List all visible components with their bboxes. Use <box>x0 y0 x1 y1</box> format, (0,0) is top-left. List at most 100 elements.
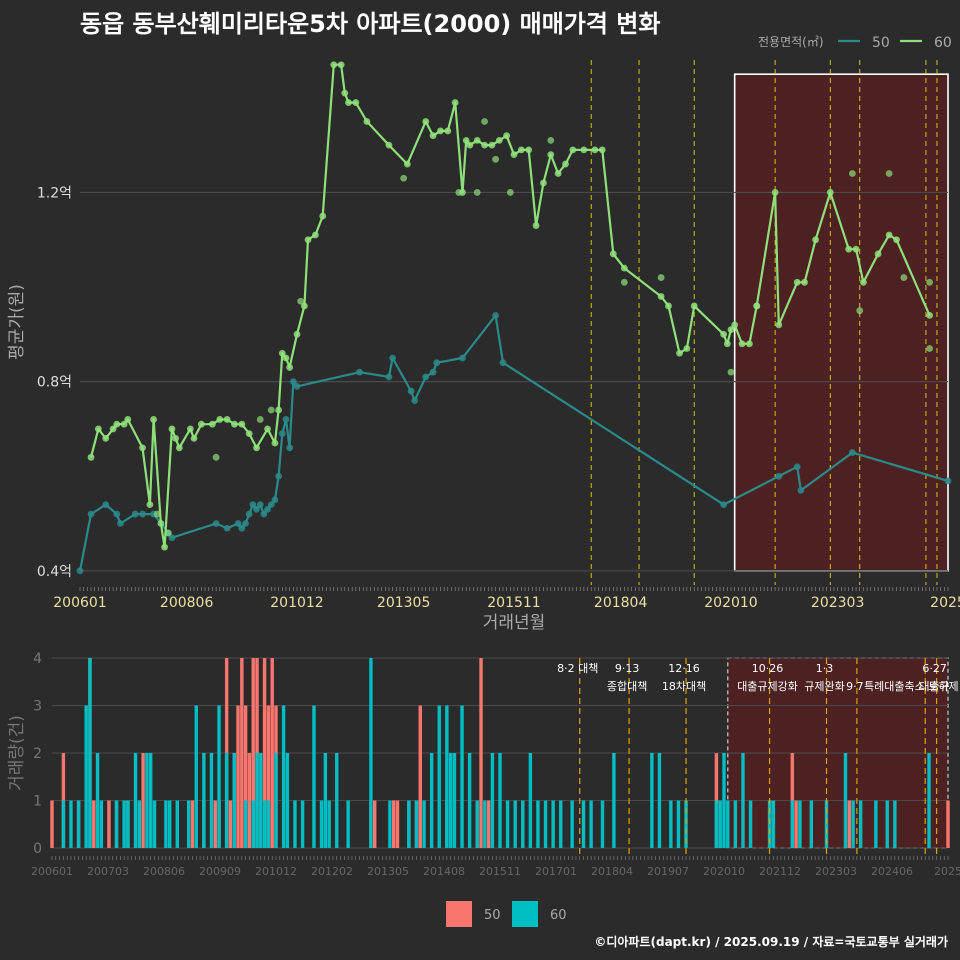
volume-legend-key-60 <box>512 901 538 927</box>
event-annotation: 9·7 <box>846 680 864 693</box>
data-point-60 <box>503 132 511 140</box>
volume-bar-60 <box>122 800 126 848</box>
data-point-60 <box>186 425 194 433</box>
volume-bar-60 <box>281 705 286 848</box>
data-point-50 <box>256 501 264 508</box>
volume-bar-60 <box>824 800 829 848</box>
data-point-50 <box>242 520 249 527</box>
volume-bar-60 <box>76 800 81 848</box>
x-tick-label: 200601 <box>53 595 106 611</box>
volume-bar-50 <box>236 705 240 848</box>
data-point-60 <box>926 312 934 319</box>
data-point-60 <box>727 326 735 333</box>
data-point-60 <box>620 264 628 272</box>
volume-y-tick-label: 1 <box>33 794 42 810</box>
data-point-60 <box>665 302 672 310</box>
volume-bar-60 <box>843 753 848 848</box>
data-point-60 <box>153 510 161 518</box>
data-point-60 <box>683 345 691 352</box>
data-point-50 <box>264 505 271 513</box>
volume-bar-50 <box>418 705 422 848</box>
data-point-60 <box>150 416 157 423</box>
data-point-60 <box>113 420 121 428</box>
data-point-60 <box>311 231 319 239</box>
data-point-50 <box>793 463 801 471</box>
data-point-60 <box>926 345 934 352</box>
volume-x-tick-label: 201012 <box>255 865 297 878</box>
event-annotation: 10·26 <box>752 662 784 675</box>
volume-bar-60 <box>498 753 502 848</box>
data-point-60 <box>120 420 128 428</box>
data-point-60 <box>547 151 555 158</box>
data-point-60 <box>422 118 430 125</box>
data-point-50 <box>260 510 268 518</box>
volume-bar-60 <box>521 800 525 848</box>
volume-x-tick-label: 201907 <box>647 865 689 878</box>
volume-bar-50 <box>247 753 252 848</box>
volume-bar-60 <box>152 800 157 848</box>
volume-bar-60 <box>885 800 889 848</box>
volume-x-tick-label: 200703 <box>87 865 129 878</box>
event-annotation: 대출규제강화 <box>737 680 798 693</box>
data-point-60 <box>893 236 900 244</box>
data-point-50 <box>944 477 952 485</box>
data-point-60 <box>874 250 882 258</box>
data-point-50 <box>429 368 437 376</box>
event-annotation: 종합대책 <box>607 680 647 693</box>
volume-bar-50 <box>228 800 233 848</box>
volume-bar-60 <box>232 753 236 848</box>
data-point-60 <box>190 434 198 442</box>
x-axis-title: 거래년월 <box>483 613 546 633</box>
data-point-60 <box>102 434 110 442</box>
data-point-50 <box>293 382 301 390</box>
volume-bar-60 <box>251 800 255 848</box>
volume-bar-60 <box>798 800 802 848</box>
volume-bar-60 <box>684 800 688 848</box>
volume-bar-50 <box>391 800 396 848</box>
data-point-60 <box>609 250 617 258</box>
data-point-50 <box>422 373 430 381</box>
volume-bar-60 <box>95 753 100 848</box>
volume-bar-50 <box>240 658 244 848</box>
y-tick-label: 1.2억 <box>37 185 72 201</box>
y-tick-label: 0.8억 <box>37 375 72 391</box>
data-point-60 <box>451 99 459 106</box>
volume-bar-50 <box>243 705 248 848</box>
volume-x-tick-label: 202112 <box>759 865 801 878</box>
data-point-60 <box>481 141 488 149</box>
volume-bar-60 <box>809 800 814 848</box>
data-point-60 <box>473 137 481 144</box>
data-point-50 <box>407 387 415 395</box>
data-point-60 <box>319 212 327 220</box>
data-point-60 <box>437 127 444 135</box>
data-point-60 <box>337 61 345 69</box>
volume-bar-60 <box>858 800 863 848</box>
volume-bar-50 <box>251 658 255 848</box>
data-point-50 <box>238 524 246 532</box>
volume-bar-60 <box>767 800 772 848</box>
volume-bar-60 <box>589 800 593 848</box>
volume-bar-60 <box>657 753 662 848</box>
volume-x-tick-label: 200601 <box>31 865 73 878</box>
data-point-60 <box>676 349 683 357</box>
volume-bar-60 <box>733 800 738 848</box>
volume-x-tick-label: 200806 <box>143 865 185 878</box>
data-point-50 <box>139 510 146 518</box>
volume-bar-50 <box>270 658 274 848</box>
data-point-60 <box>139 444 146 452</box>
volume-bar-60 <box>429 753 434 848</box>
data-point-60 <box>168 425 176 433</box>
volume-bar-60 <box>312 705 316 848</box>
data-point-50 <box>775 472 783 480</box>
data-point-60 <box>87 453 95 461</box>
volume-bar-60 <box>285 753 290 848</box>
volume-bar-60 <box>536 800 540 848</box>
volume-bar-60 <box>475 800 479 848</box>
volume-bar-60 <box>600 800 605 848</box>
y-axis-title: 평균가(원) <box>7 284 27 360</box>
volume-bar-50 <box>141 753 145 848</box>
data-point-60 <box>175 444 183 452</box>
data-point-60 <box>286 364 294 371</box>
volume-bar-60 <box>722 753 726 848</box>
data-point-50 <box>797 487 805 494</box>
